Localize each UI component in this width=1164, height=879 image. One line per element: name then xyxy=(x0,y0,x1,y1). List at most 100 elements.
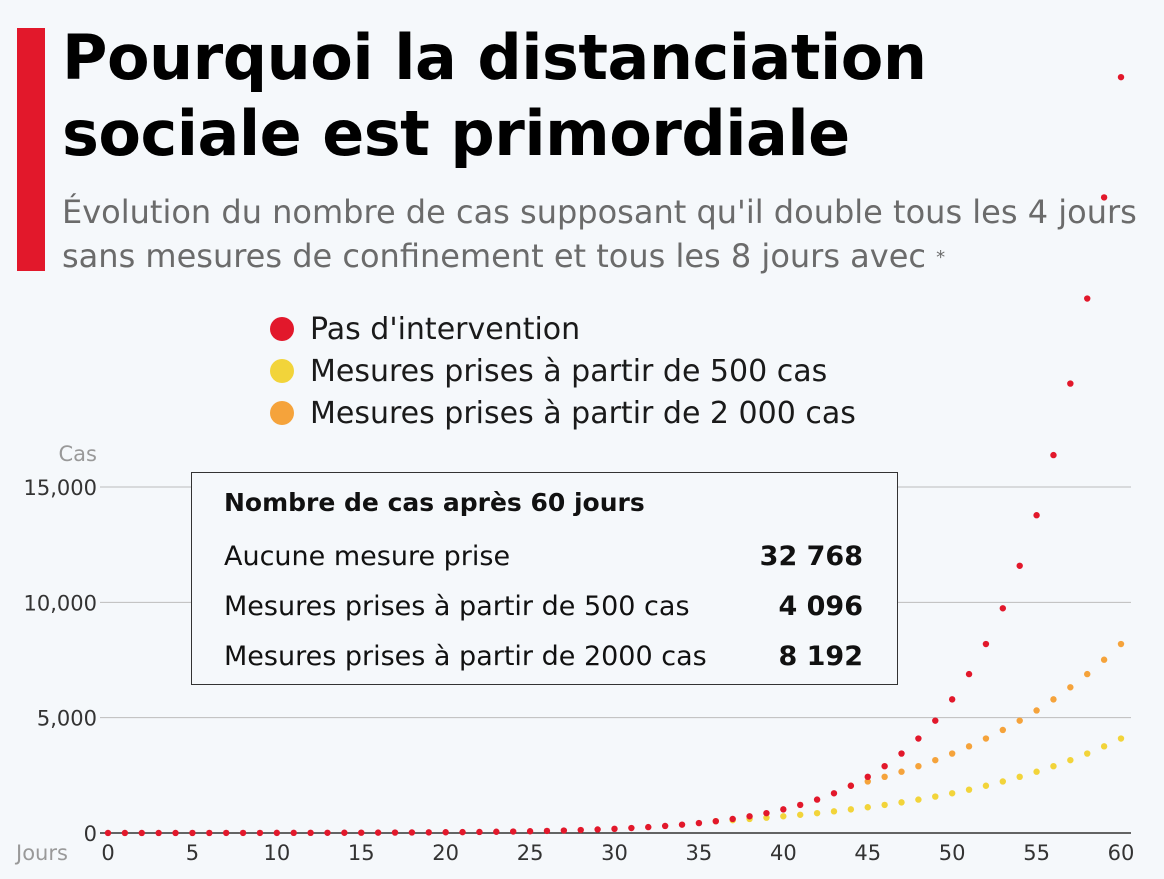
data-point xyxy=(797,811,804,818)
data-point xyxy=(459,828,466,836)
y-axis-label: Cas xyxy=(59,442,97,466)
data-point xyxy=(138,829,145,837)
data-point xyxy=(239,829,247,837)
legend-item-2000: Mesures prises à partir de 2 000 cas xyxy=(270,392,856,434)
data-point xyxy=(425,829,432,836)
data-point xyxy=(1117,640,1125,648)
legend-label: Mesures prises à partir de 2 000 cas xyxy=(310,395,856,431)
legend: Pas d'intervention Mesures prises à part… xyxy=(270,308,856,434)
data-point xyxy=(1100,743,1108,750)
x-tick-label: 25 xyxy=(517,841,544,865)
data-point xyxy=(948,790,956,797)
summary-row-value: 32 768 xyxy=(759,541,863,572)
data-point xyxy=(1016,717,1023,724)
data-point xyxy=(965,670,973,678)
data-point xyxy=(948,696,956,703)
x-tick-label: 10 xyxy=(263,841,290,865)
summary-row-label: Mesures prises à partir de 500 cas xyxy=(224,591,690,622)
data-point xyxy=(307,829,314,837)
y-tick-label: 15,000 xyxy=(24,476,97,500)
legend-dot-yellow xyxy=(270,359,294,383)
data-point xyxy=(1050,451,1057,459)
x-tick-label: 60 xyxy=(1108,841,1135,865)
x-tick-label: 55 xyxy=(1023,841,1050,865)
data-point xyxy=(543,827,551,835)
x-tick-label: 5 xyxy=(186,841,199,865)
accent-bar xyxy=(17,28,45,271)
summary-box: Nombre de cas après 60 jours Aucune mesu… xyxy=(191,472,898,685)
data-point xyxy=(864,804,871,811)
x-tick-label: 35 xyxy=(686,841,713,865)
data-point xyxy=(526,828,534,835)
footnote-marker: * xyxy=(936,247,946,268)
page-title: Pourquoi la distanciation sociale est pr… xyxy=(62,21,927,170)
summary-row-label: Mesures prises à partir de 2000 cas xyxy=(224,641,707,672)
data-point xyxy=(965,743,973,750)
data-point xyxy=(628,824,635,832)
data-point xyxy=(898,750,905,757)
data-point xyxy=(678,821,686,828)
legend-label: Mesures prises à partir de 500 cas xyxy=(310,353,828,389)
data-point xyxy=(1016,773,1023,781)
data-point xyxy=(341,829,348,836)
data-point xyxy=(932,793,939,800)
data-point xyxy=(695,819,703,827)
legend-dot-orange xyxy=(270,401,294,425)
data-point xyxy=(1067,756,1074,764)
data-point xyxy=(915,796,922,803)
data-point xyxy=(763,814,770,821)
data-point xyxy=(324,829,331,836)
data-point xyxy=(780,806,787,813)
data-point xyxy=(915,735,922,742)
data-point xyxy=(898,799,905,806)
data-point xyxy=(290,829,297,837)
data-point xyxy=(1100,194,1108,201)
summary-row: Mesures prises à partir de 500 cas 4 096 xyxy=(224,587,863,637)
data-point xyxy=(1033,768,1040,775)
data-point xyxy=(155,829,162,837)
data-point xyxy=(476,828,483,836)
data-point xyxy=(121,829,129,837)
data-point xyxy=(1016,562,1023,569)
summary-row-value: 8 192 xyxy=(778,641,863,672)
data-point xyxy=(881,762,888,770)
data-point xyxy=(932,717,939,724)
data-point xyxy=(577,826,584,834)
data-point xyxy=(915,762,922,770)
data-point xyxy=(222,829,230,837)
data-point xyxy=(780,813,787,820)
data-point xyxy=(1067,380,1074,387)
data-point xyxy=(661,822,669,830)
data-point xyxy=(797,801,804,809)
data-point xyxy=(965,786,973,793)
data-point xyxy=(1117,73,1125,81)
data-point xyxy=(729,815,736,823)
data-point xyxy=(948,750,956,757)
y-tick-label: 0 xyxy=(84,822,97,846)
data-point xyxy=(999,605,1007,612)
data-point xyxy=(442,829,449,836)
data-point xyxy=(594,826,601,833)
data-point xyxy=(391,829,399,836)
data-point xyxy=(206,829,213,837)
x-tick-label: 50 xyxy=(939,841,966,865)
subtitle: Évolution du nombre de cas supposant qu'… xyxy=(62,190,1162,278)
data-point xyxy=(645,823,652,831)
data-point xyxy=(189,829,196,837)
data-point xyxy=(982,735,990,742)
x-tick-label: 30 xyxy=(601,841,628,865)
subtitle-text: Évolution du nombre de cas supposant qu'… xyxy=(62,193,1137,275)
data-point xyxy=(712,817,719,825)
data-point xyxy=(864,778,871,785)
legend-label: Pas d'intervention xyxy=(310,311,581,347)
x-tick-label: 0 xyxy=(101,841,114,865)
x-axis-label: Jours xyxy=(14,841,68,865)
data-point xyxy=(1084,750,1091,757)
data-point xyxy=(1117,735,1125,742)
data-point xyxy=(408,829,416,836)
data-point xyxy=(932,756,939,764)
data-point xyxy=(510,828,517,835)
data-point xyxy=(813,809,821,817)
data-point xyxy=(746,813,753,820)
